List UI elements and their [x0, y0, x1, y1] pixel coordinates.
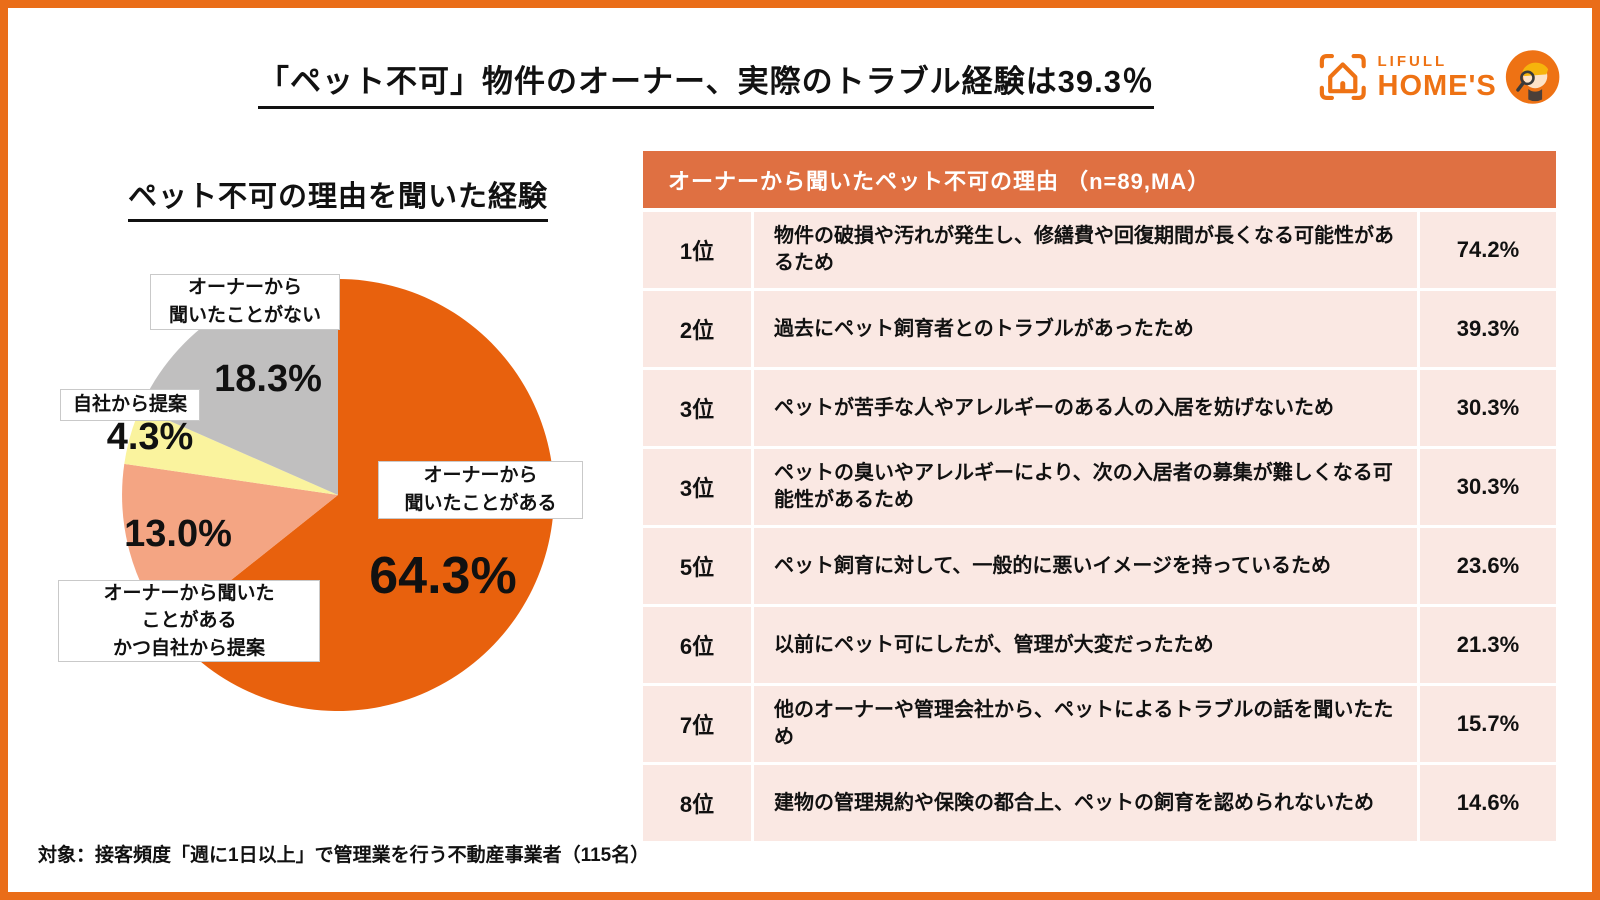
reason-cell: 建物の管理規約や保険の都合上、ペットの飼育を認められないため: [754, 765, 1417, 841]
pie-label-heard-and-self-proposed: オーナーから聞いた ことがある かつ自社から提案: [58, 580, 320, 662]
reason-cell: ペットが苦手な人やアレルギーのある人の入居を妨げないため: [754, 370, 1417, 446]
pie-label-never-heard: オーナーから 聞いたことがない: [150, 274, 340, 330]
brand-name-bottom: HOME'S: [1377, 69, 1497, 102]
rank-cell: 2位: [643, 291, 751, 367]
percent-cell: 15.7%: [1420, 686, 1556, 762]
pie-label-self-proposed: 自社から提案: [60, 389, 200, 421]
pie-percent-never-heard: 18.3%: [214, 358, 322, 400]
survey-target-note: 対象：接客頻度「週に1日以上」で管理業を行う不動産事業者（115名）: [38, 845, 650, 866]
reason-cell: 過去にペット飼育者とのトラブルがあったため: [754, 291, 1417, 367]
rank-cell: 3位: [643, 370, 751, 446]
pie-slice-never-heard: [140, 279, 338, 495]
pie-percent-heard-from-owner: 64.3%: [369, 547, 517, 605]
rank-cell: 6位: [643, 607, 751, 683]
ranking-table-header: オーナーから聞いたペット不可の理由 （n=89,MA）: [643, 151, 1556, 208]
ranking-table-body: 1位 物件の破損や汚れが発生し、修繕費や回復期間が長くなる可能性があるため 74…: [643, 212, 1556, 841]
percent-cell: 30.3%: [1420, 370, 1556, 446]
percent-cell: 23.6%: [1420, 528, 1556, 604]
house-logo-icon: [1319, 54, 1366, 100]
reason-cell: ペットの臭いやアレルギーにより、次の入居者の募集が難しくなる可能性があるため: [754, 449, 1417, 525]
brand-logo: LIFULL HOME'S: [1316, 41, 1560, 113]
pie-chart-title: ペット不可の理由を聞いた経験: [127, 173, 548, 222]
pie-percent-heard-and-self-proposed: 13.0%: [124, 513, 232, 555]
pie-percent-self-proposed: 4.3%: [106, 416, 194, 458]
ranking-table: オーナーから聞いたペット不可の理由 （n=89,MA） 1位 物件の破損や汚れが…: [643, 151, 1556, 841]
percent-cell: 14.6%: [1420, 765, 1556, 841]
reason-cell: ペット飼育に対して、一般的に悪いイメージを持っているため: [754, 528, 1417, 604]
page-title-container: 「ペット不可」物件のオーナー、実際のトラブル経験は39.3％: [106, 56, 1306, 109]
pie-chart-title-container: ペット不可の理由を聞いた経験: [48, 173, 628, 222]
percent-cell: 39.3%: [1420, 291, 1556, 367]
rank-cell: 7位: [643, 686, 751, 762]
rank-cell: 8位: [643, 765, 751, 841]
reason-cell: 物件の破損や汚れが発生し、修繕費や回復期間が長くなる可能性があるため: [754, 212, 1417, 288]
percent-cell: 74.2%: [1420, 212, 1556, 288]
percent-cell: 30.3%: [1420, 449, 1556, 525]
reason-cell: 他のオーナーや管理会社から、ペットによるトラブルの話を聞いたため: [754, 686, 1417, 762]
rank-cell: 1位: [643, 212, 751, 288]
mascot-icon: [1505, 50, 1560, 104]
brand-logo-text: LIFULL HOME'S: [1378, 54, 1497, 101]
brand-name-top: LIFULL: [1377, 52, 1448, 70]
reason-cell: 以前にペット可にしたが、管理が大変だったため: [754, 607, 1417, 683]
rank-cell: 5位: [643, 528, 751, 604]
pie-slice-self-proposed: [124, 408, 338, 495]
pie-label-heard-from-owner: オーナーから 聞いたことがある: [378, 461, 583, 519]
page-title: 「ペット不可」物件のオーナー、実際のトラブル経験は39.3％: [257, 56, 1155, 109]
rank-cell: 3位: [643, 449, 751, 525]
percent-cell: 21.3%: [1420, 607, 1556, 683]
